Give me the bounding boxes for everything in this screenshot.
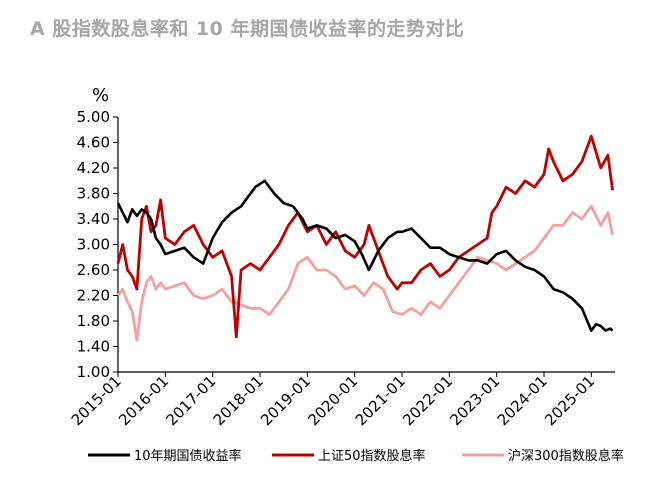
y-tick-label: 2.20 — [77, 287, 110, 305]
x-tick-label: 2022-01 — [399, 372, 456, 429]
y-tick-label: 2.60 — [77, 261, 110, 279]
y-tick-label: 5.00 — [77, 108, 110, 126]
x-tick-label: 2018-01 — [210, 372, 267, 429]
y-tick-label: 1.00 — [77, 363, 110, 381]
series-line-0 — [116, 179, 614, 332]
x-tick-label: 2016-01 — [115, 372, 172, 429]
series-line-2 — [116, 204, 614, 342]
y-axis-unit: % — [92, 85, 109, 106]
x-tick-label: 2020-01 — [304, 372, 361, 429]
x-tick-label: 2017-01 — [162, 372, 219, 429]
y-axis-ticks: 5.00 4.60 4.20 3.80 3.40 3.00 2.60 2.20 1.80 1.40… — [77, 108, 118, 381]
legend-label-1: 上证50指数股息率 — [318, 448, 426, 464]
x-tick-label: 2024-01 — [494, 372, 551, 429]
y-tick-label: 3.00 — [77, 236, 110, 254]
legend-label-2: 沪深300指数股息率 — [508, 448, 624, 464]
x-tick-label: 2025-01 — [541, 372, 598, 429]
y-tick-label: 1.40 — [77, 338, 110, 356]
x-tick-label: 2021-01 — [352, 372, 409, 429]
legend: 10年期国债收益率 上证50指数股息率 沪深300指数股息率 — [88, 448, 624, 464]
series-line-1 — [116, 134, 614, 339]
series-lines — [116, 134, 614, 342]
legend-label-0: 10年期国债收益率 — [134, 448, 242, 464]
x-tick-label: 2023-01 — [446, 372, 503, 429]
y-tick-label: 4.60 — [77, 134, 110, 152]
y-tick-label: 4.20 — [77, 159, 110, 177]
x-tick-label: 2019-01 — [257, 372, 314, 429]
x-axis-ticks: 2015-012016-012017-012018-012019-012020-… — [68, 372, 598, 429]
y-tick-label: 1.80 — [77, 312, 110, 330]
y-tick-label: 3.80 — [77, 185, 110, 203]
chart-title: A 股指数股息率和 10 年期国债收益率的走势对比 — [30, 18, 465, 40]
y-tick-label: 3.40 — [77, 210, 110, 228]
